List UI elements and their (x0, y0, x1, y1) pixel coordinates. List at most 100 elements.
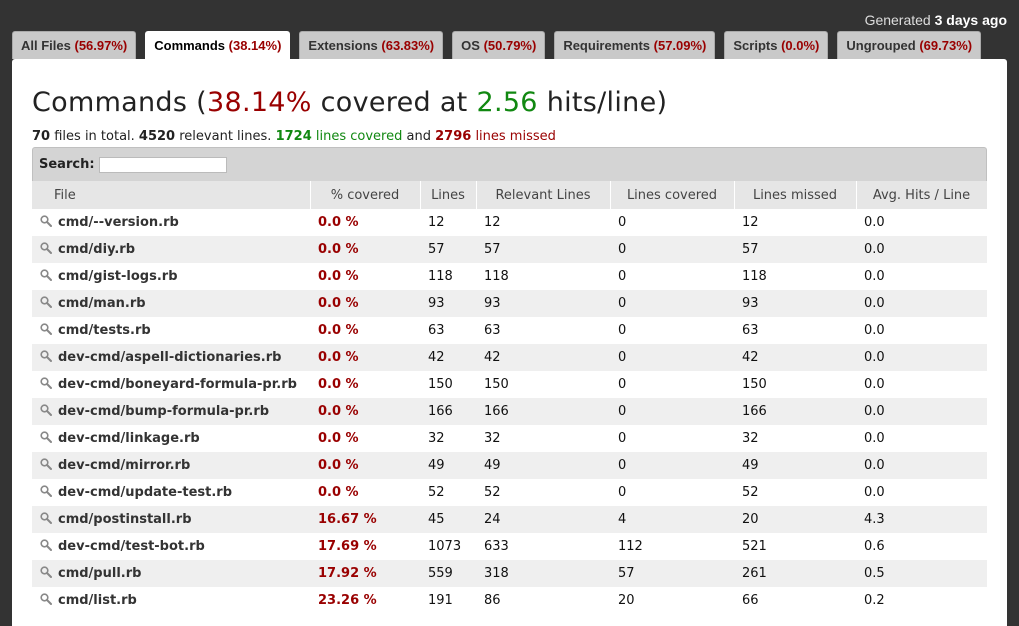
lines-covered: 0 (618, 431, 627, 446)
avg-hits: 4.3 (864, 512, 885, 527)
lines: 118 (428, 269, 453, 284)
file-link[interactable]: cmd/gist-logs.rb (58, 269, 178, 284)
lines-missed: 12 (742, 215, 759, 230)
file-link-cell[interactable]: cmd/list.rb (32, 587, 310, 614)
avg-hits: 0.0 (864, 404, 885, 419)
lines: 559 (428, 566, 453, 581)
file-link-cell[interactable]: cmd/diy.rb (32, 236, 310, 263)
avg-hits: 0.0 (864, 458, 885, 473)
lines-missed: 261 (742, 566, 767, 581)
file-link[interactable]: dev-cmd/linkage.rb (58, 431, 200, 446)
tab-label: OS (461, 38, 480, 53)
relevant-lines: 63 (484, 323, 501, 338)
generated-when: 3 days ago (934, 12, 1007, 28)
magnifier-icon[interactable] (40, 377, 52, 389)
magnifier-icon[interactable] (40, 215, 52, 227)
file-link[interactable]: dev-cmd/mirror.rb (58, 458, 191, 473)
header-file[interactable]: File (32, 181, 311, 209)
table-row: dev-cmd/test-bot.rb 17.69 % 1073 633 112 521 0… (32, 533, 987, 560)
percent-covered: 0.0 % (318, 296, 359, 311)
table-row: cmd/man.rb 0.0 % 93 93 0 93 0.0 (32, 290, 987, 317)
file-link[interactable]: cmd/man.rb (58, 296, 146, 311)
tab-requirements[interactable]: Requirements (57.09%) (554, 31, 716, 59)
file-link-cell[interactable]: cmd/man.rb (32, 290, 310, 317)
tab-ungrouped[interactable]: Ungrouped (69.73%) (837, 31, 982, 59)
avg-hits: 0.0 (864, 485, 885, 500)
summary-files-text: files in total. (54, 129, 135, 144)
file-link[interactable]: cmd/postinstall.rb (58, 512, 192, 527)
relevant-lines: 49 (484, 458, 501, 473)
file-link-cell[interactable]: cmd/gist-logs.rb (32, 263, 310, 290)
avg-hits: 0.0 (864, 350, 885, 365)
header-lines-covered[interactable]: Lines covered (610, 181, 735, 209)
magnifier-icon[interactable] (40, 269, 52, 281)
file-link[interactable]: dev-cmd/aspell-dictionaries.rb (58, 350, 282, 365)
lines-missed: 49 (742, 458, 759, 473)
table-row: dev-cmd/mirror.rb 0.0 % 49 49 0 49 0.0 (32, 452, 987, 479)
file-link-cell[interactable]: dev-cmd/update-test.rb (32, 479, 310, 506)
lines-covered: 0 (618, 404, 627, 419)
file-link[interactable]: cmd/diy.rb (58, 242, 136, 257)
file-link[interactable]: cmd/pull.rb (58, 566, 142, 581)
lines-missed: 166 (742, 404, 767, 419)
file-link[interactable]: cmd/--version.rb (58, 215, 179, 230)
tab-label: Requirements (563, 38, 651, 53)
tab-extensions[interactable]: Extensions (63.83%) (299, 31, 444, 59)
relevant-lines: 118 (484, 269, 509, 284)
lines: 150 (428, 377, 453, 392)
header-lines[interactable]: Lines (420, 181, 477, 209)
file-link[interactable]: dev-cmd/boneyard-formula-pr.rb (58, 377, 297, 392)
file-link-cell[interactable]: dev-cmd/aspell-dictionaries.rb (32, 344, 310, 371)
header-relevant-lines[interactable]: Relevant Lines (476, 181, 611, 209)
magnifier-icon[interactable] (40, 350, 52, 362)
table-row: cmd/list.rb 23.26 % 191 86 20 66 0.2 (32, 587, 987, 614)
file-link[interactable]: dev-cmd/update-test.rb (58, 485, 233, 500)
lines-covered: 0 (618, 269, 627, 284)
file-link-cell[interactable]: cmd/tests.rb (32, 317, 310, 344)
file-link-cell[interactable]: cmd/pull.rb (32, 560, 310, 587)
table-row: dev-cmd/bump-formula-pr.rb 0.0 % 166 166 0 16… (32, 398, 987, 425)
file-link[interactable]: dev-cmd/bump-formula-pr.rb (58, 404, 270, 419)
file-link-cell[interactable]: dev-cmd/bump-formula-pr.rb (32, 398, 310, 425)
header-lines-missed[interactable]: Lines missed (734, 181, 857, 209)
tab-scripts[interactable]: Scripts (0.0%) (724, 31, 829, 59)
tab-percent: (56.97%) (74, 38, 128, 53)
tab-percent: (0.0%) (781, 38, 820, 53)
magnifier-icon[interactable] (40, 242, 52, 254)
file-link-cell[interactable]: cmd/postinstall.rb (32, 506, 310, 533)
file-link-cell[interactable]: cmd/--version.rb (32, 209, 310, 236)
relevant-lines: 32 (484, 431, 501, 446)
table-row: cmd/postinstall.rb 16.67 % 45 24 4 20 4.3 (32, 506, 987, 533)
magnifier-icon[interactable] (40, 539, 52, 551)
header-percent-covered[interactable]: % covered (310, 181, 421, 209)
percent-covered: 0.0 % (318, 485, 359, 500)
file-link-cell[interactable]: dev-cmd/linkage.rb (32, 425, 310, 452)
magnifier-icon[interactable] (40, 431, 52, 443)
magnifier-icon[interactable] (40, 485, 52, 497)
lines-covered: 0 (618, 215, 627, 230)
file-link[interactable]: cmd/list.rb (58, 593, 137, 608)
magnifier-icon[interactable] (40, 512, 52, 524)
search-input[interactable] (98, 156, 227, 173)
magnifier-icon[interactable] (40, 458, 52, 470)
magnifier-icon[interactable] (40, 323, 52, 335)
file-link-cell[interactable]: dev-cmd/boneyard-formula-pr.rb (32, 371, 310, 398)
file-link-cell[interactable]: dev-cmd/test-bot.rb (32, 533, 310, 560)
file-link[interactable]: dev-cmd/test-bot.rb (58, 539, 205, 554)
magnifier-icon[interactable] (40, 296, 52, 308)
tab-all-files[interactable]: All Files (56.97%) (12, 31, 137, 59)
avg-hits: 0.0 (864, 242, 885, 257)
lines-covered: 0 (618, 323, 627, 338)
tab-os[interactable]: OS (50.79%) (452, 31, 546, 59)
tab-commands[interactable]: Commands (38.14%) (145, 31, 291, 60)
magnifier-icon[interactable] (40, 566, 52, 578)
percent-covered: 0.0 % (318, 350, 359, 365)
file-link-cell[interactable]: dev-cmd/mirror.rb (32, 452, 310, 479)
relevant-lines: 150 (484, 377, 509, 392)
lines-missed: 521 (742, 539, 767, 554)
magnifier-icon[interactable] (40, 404, 52, 416)
header-avg-hits[interactable]: Avg. Hits / Line (856, 181, 988, 209)
table-row: dev-cmd/aspell-dictionaries.rb 0.0 % 42 42 0… (32, 344, 987, 371)
file-link[interactable]: cmd/tests.rb (58, 323, 151, 338)
magnifier-icon[interactable] (40, 593, 52, 605)
